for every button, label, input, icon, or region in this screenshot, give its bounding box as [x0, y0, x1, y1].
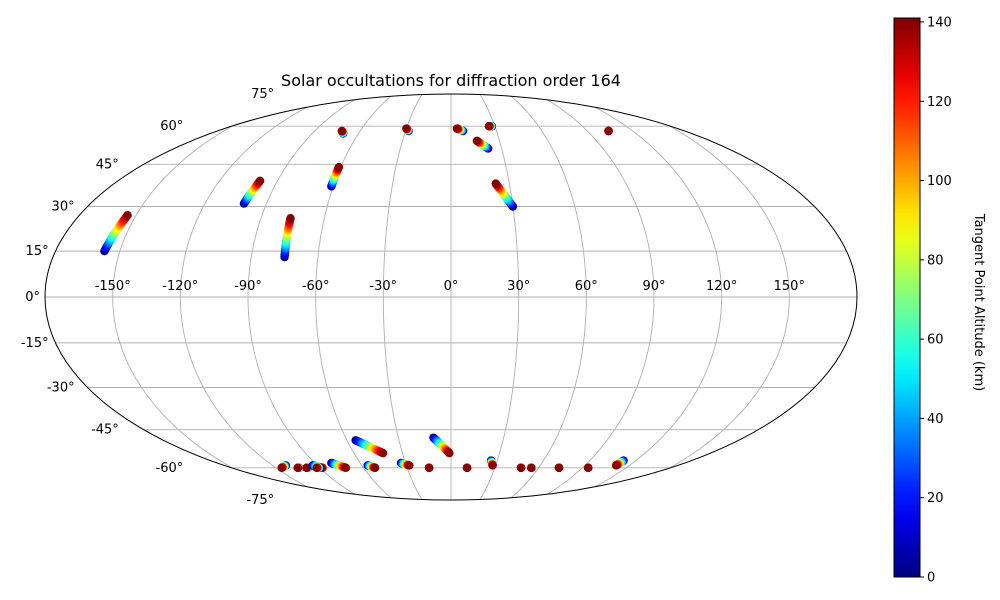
longitude-tick-label: -60°	[302, 279, 330, 294]
latitude-tick-label: -75°	[246, 493, 274, 508]
longitude-tick-label: 60°	[575, 279, 598, 294]
latitude-tick-label: 15°	[26, 244, 49, 259]
occultation-point	[491, 179, 500, 188]
occultation-track	[611, 456, 628, 470]
map-outline	[44, 93, 858, 501]
occultation-track	[486, 456, 497, 470]
occultation-track	[462, 463, 472, 473]
occultation-track	[472, 136, 493, 153]
occultation-track	[527, 463, 536, 473]
occultation-track	[429, 433, 454, 458]
colorbar: 0 20 40 60 80 100 120 140 Tangent Point Altitud…	[893, 16, 986, 586]
occultation-point	[604, 126, 613, 136]
latitude-tick-label: -45°	[91, 423, 119, 438]
latitude-tick-labels: -75° -60° -45° -30° -15° 0° 15° 30° 45° 60° 75°	[21, 87, 274, 508]
occultation-point	[370, 463, 380, 473]
occultation-point	[405, 461, 414, 470]
colorbar-ticks: 0 20 40 60 80 100 120 140	[920, 16, 952, 586]
colorbar-tick-label: 60	[927, 333, 944, 348]
latitude-tick-label: -15°	[21, 336, 49, 351]
occultation-point	[445, 448, 454, 458]
occultation-point	[337, 126, 347, 136]
map-boundary	[44, 93, 858, 501]
occultation-track	[337, 126, 348, 138]
occultation-point	[584, 463, 593, 473]
occultation-track	[239, 176, 265, 208]
occultation-track	[327, 162, 344, 191]
occultation-point	[277, 463, 286, 473]
occultation-track	[604, 126, 613, 136]
occultation-point	[516, 463, 526, 473]
occultation-point	[488, 461, 497, 470]
longitude-tick-label: -90°	[234, 279, 262, 294]
latitude-tick-label: 45°	[96, 157, 119, 172]
occultation-point	[123, 211, 132, 220]
occultation-point	[334, 162, 344, 172]
occultation-track	[351, 436, 388, 458]
colorbar-tick-label: 0	[927, 571, 935, 586]
occultation-point	[462, 463, 472, 473]
occultation-point	[611, 461, 621, 470]
occultation-point	[293, 463, 302, 473]
map-grid	[45, 94, 857, 500]
longitude-tick-label: 90°	[642, 279, 665, 294]
longitude-tick-label: -150°	[95, 279, 131, 294]
colorbar-gradient	[893, 17, 921, 578]
occultation-track	[484, 121, 497, 131]
colorbar-tick-label: 20	[927, 491, 944, 506]
longitude-tick-label: 150°	[774, 279, 805, 294]
occultation-track	[584, 463, 593, 473]
occultation-track	[516, 463, 526, 473]
colorbar-tick-label: 120	[927, 95, 952, 110]
colorbar-label: Tangent Point Altitude (km)	[971, 213, 986, 391]
occultation-track	[312, 463, 324, 473]
longitude-tick-label: 120°	[706, 279, 737, 294]
occultation-point	[341, 463, 351, 473]
occultation-track	[280, 214, 295, 262]
chart-title: Solar occultations for diffraction order…	[281, 71, 621, 90]
occultation-point	[424, 463, 434, 473]
occultation-point	[554, 463, 564, 473]
occultation-track	[452, 124, 468, 136]
occultation-track	[277, 461, 291, 473]
occultation-point	[255, 176, 265, 186]
longitude-tick-label: -30°	[369, 279, 397, 294]
occultation-point	[378, 448, 388, 458]
latitude-tick-label: 75°	[251, 87, 274, 102]
longitude-tick-label: 30°	[507, 279, 530, 294]
latitude-tick-label: -30°	[47, 381, 75, 396]
latitude-tick-label: 0°	[25, 290, 40, 305]
latitude-tick-label: 30°	[52, 200, 75, 215]
latitude-tick-label: -60°	[156, 461, 184, 476]
occultation-track	[402, 124, 413, 136]
occultation-point	[452, 124, 462, 133]
occultation-track	[554, 463, 564, 473]
occultation-track	[396, 458, 414, 470]
colorbar-tick-label: 100	[927, 174, 952, 189]
colorbar-tick-label: 80	[927, 253, 944, 268]
occultation-point	[312, 463, 321, 473]
occultation-point	[402, 124, 411, 133]
latitude-tick-label: 60°	[160, 119, 183, 134]
occultation-track	[293, 463, 304, 473]
occultation-point	[472, 136, 482, 146]
occultation-track	[327, 458, 351, 473]
occultation-track	[491, 179, 518, 211]
colorbar-tick-label: 40	[927, 412, 944, 427]
occultation-track	[363, 461, 380, 473]
occultation-point	[286, 214, 295, 223]
occultation-point	[527, 463, 536, 473]
longitude-tick-label: -120°	[162, 279, 198, 294]
occultation-point	[484, 121, 494, 131]
occultation-track	[424, 463, 434, 473]
colorbar-tick-label: 140	[927, 16, 952, 31]
occultation-track	[100, 211, 132, 256]
longitude-tick-labels: -150° -120° -90° -60° -30° 0° 30° 60° 90° 120° 150…	[95, 279, 805, 294]
occultation-points	[100, 121, 628, 473]
longitude-tick-label: 0°	[444, 279, 459, 294]
